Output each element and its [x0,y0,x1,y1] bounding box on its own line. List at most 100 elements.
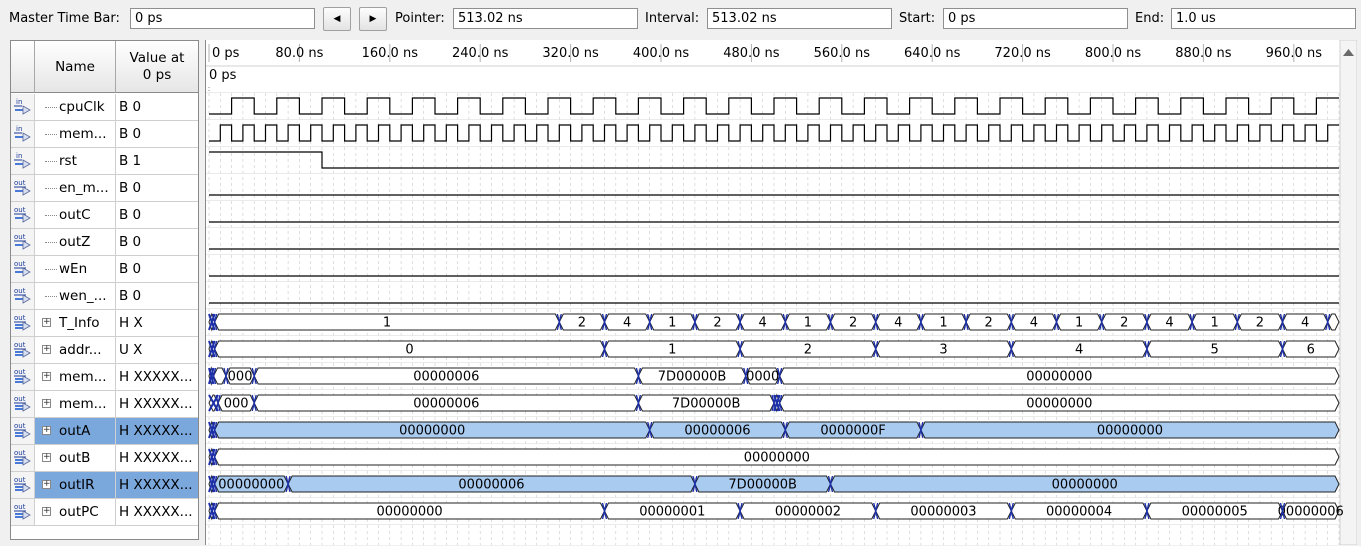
bus-edge [743,367,749,385]
signal-name-cell[interactable]: outC [35,202,116,228]
pin-icon-cell: out [11,337,35,363]
signal-name-cell[interactable]: en_m... [35,175,116,201]
bus-edge [215,394,221,412]
signal-row[interactable]: in rst B 1 [11,148,198,175]
expand-icon[interactable]: + [42,506,51,516]
expand-icon[interactable]: + [42,398,51,408]
expand-icon[interactable]: + [42,317,51,327]
bus-edge [827,313,834,331]
signal-name-cell[interactable]: wEn [35,256,116,282]
signal-name-cell[interactable]: outZ [35,229,116,255]
signal-name: en_m... [59,180,109,196]
signal-row[interactable]: out outZ B 0 [11,229,198,256]
bus-value-label: 3 [939,343,947,358]
bus-edge [211,340,218,358]
bus-value-label: 00000004 [1046,505,1112,520]
expand-icon[interactable]: + [42,425,51,435]
bus-edge [1144,313,1150,331]
signal-row[interactable]: out wEn B 0 [11,256,198,283]
start-field[interactable]: 0 ps [943,8,1128,29]
signal-name-cell[interactable]: rst [35,148,116,174]
signal-row[interactable]: in cpuClk B 0 [11,94,198,121]
signal-row[interactable]: in mem... B 0 [11,121,198,148]
bus-value-label: 0 [405,343,413,358]
signal-row[interactable]: out + mem... H XXXXX... [11,364,198,391]
signal-name-cell[interactable]: + outB [35,445,116,471]
signal-row[interactable]: out en_m... B 0 [11,175,198,202]
signal-name-cell[interactable]: + mem... [35,364,116,390]
bus-value-label: 6 [1307,343,1315,358]
bus-segment [779,394,1340,412]
expand-icon[interactable]: + [42,479,51,489]
signal-row[interactable]: out + outPC H XXXXX... [11,499,198,526]
vertical-scrollbar [1339,40,1357,545]
tree-connector [45,188,57,189]
signal-name-cell[interactable]: cpuClk [35,94,116,120]
end-field[interactable]: 1.0 us [1171,8,1356,29]
waveform-panel[interactable]: 0 ps 80.0 ns 160.0 ns 240.0 ns 320.0 ns 400.0… [205,40,1357,545]
master-time-bar-field[interactable]: 0 ps [130,8,315,29]
bus-edge [647,313,653,331]
pin-icon-cell: out [11,256,35,282]
expand-icon[interactable]: + [42,452,51,462]
interval-label: Interval: [645,11,700,26]
name-column-header[interactable]: Name [35,41,116,93]
signal-name-cell[interactable]: + outIR [35,472,116,498]
bus-value-label: 4 [1075,343,1083,358]
signal-value: U X [119,342,143,358]
scroll-up-icon[interactable] [1343,49,1354,56]
waveform-canvas[interactable]: 0 ps 80.0 ns 160.0 ns 240.0 ns 320.0 ns 400.0… [206,40,1357,545]
triangle-right-icon: ▶ [369,14,377,24]
svg-text:out: out [14,206,26,214]
bus-edge [556,313,562,331]
bus-edge [873,313,879,331]
bus-value-label: 00000000 [399,424,465,439]
bus-edge [210,367,217,385]
bus-value-label: 2 [985,316,993,331]
signal-row[interactable]: out + outA H XXXXX... [11,418,198,445]
pointer-field[interactable]: 513.02 ns [453,8,638,29]
expand-icon[interactable]: + [42,371,51,381]
signal-row[interactable]: out outC B 0 [11,202,198,229]
timeline-tick-label: 0 ps [212,46,240,61]
next-transition-button[interactable]: ▶ [359,7,387,31]
bus-value-label: 00000006 [1278,505,1344,520]
signal-name: outIR [59,477,95,493]
signal-row[interactable]: out + mem... H XXXXX... [11,391,198,418]
bus-edge [211,502,218,520]
bus-value-label: 5 [1211,343,1219,358]
signal-row[interactable]: out + addr... U X [11,337,198,364]
bus-edge [601,313,608,331]
previous-transition-button[interactable]: ◀ [323,7,351,31]
signal-row[interactable]: out + T_Info H X [11,310,198,337]
bus-value-label: 000 [224,397,249,412]
expand-icon[interactable]: + [42,344,51,354]
signal-name: mem... [59,396,107,412]
signal-name-cell[interactable]: mem... [35,121,116,147]
signal-row[interactable]: out + outIR H XXXXX... [11,472,198,499]
signal-name-cell[interactable]: + outPC [35,499,116,525]
signal-name: outPC [59,504,99,520]
signal-name-cell[interactable]: + T_Info [35,310,116,336]
svg-text:in: in [16,98,22,106]
signal-row[interactable]: out wen_... B 0 [11,283,198,310]
tree-connector [45,269,57,270]
signal-name-cell[interactable]: wen_... [35,283,116,309]
bus-edge [285,475,291,493]
pin-icon-cell: in [11,148,35,174]
interval-field[interactable]: 513.02 ns [707,8,892,29]
signal-name-cell[interactable]: + addr... [35,337,116,363]
signal-value-cell: B 0 [116,175,198,201]
value-column-header[interactable]: Value at 0 ps [116,41,198,93]
signal-name-cell[interactable]: + outA [35,418,116,444]
signal-name-cell[interactable]: + mem... [35,391,116,417]
bus-value-label: 00000000 [1026,397,1092,412]
tree-connector [45,161,57,162]
bus-value-label: 7D00000B [658,370,727,385]
bus-value-label: 7D00000B [728,478,797,493]
signal-row[interactable]: out + outB H XXXXX... [11,445,198,472]
bus-edge [692,475,698,493]
signal-value-cell: B 0 [116,256,198,282]
output-bus-pin-icon: out [14,395,31,412]
bus-value-label: 00000006 [413,397,479,412]
